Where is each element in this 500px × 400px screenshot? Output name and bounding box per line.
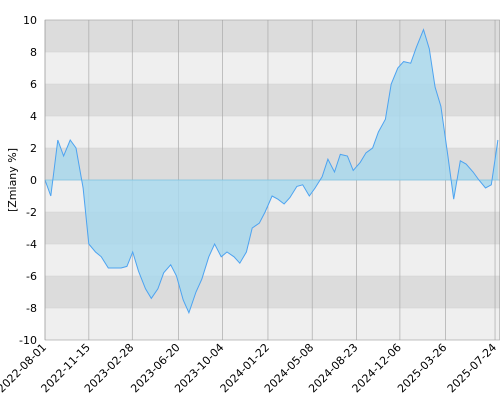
grid-band: [45, 276, 500, 308]
y-tick-label: 6: [30, 78, 37, 91]
y-tick-label: 0: [30, 174, 37, 187]
y-tick-label: 10: [23, 14, 37, 27]
y-tick-label: -10: [19, 334, 37, 347]
x-tick-label: 2025-07-24: [445, 341, 499, 395]
grid-band: [45, 308, 500, 340]
grid-band: [45, 20, 500, 52]
y-tick-label: 4: [30, 110, 37, 123]
y-tick-label: -4: [26, 238, 37, 251]
y-tick-label: 8: [30, 46, 37, 59]
line: [44, 28, 499, 315]
y-tick-label: 2: [30, 142, 37, 155]
x-tick-label: 2025-03-26: [395, 341, 449, 395]
y-tick-label: -6: [26, 270, 37, 283]
area: [45, 29, 498, 313]
y-tick-label: -2: [26, 206, 37, 219]
y-tick-label: -8: [26, 302, 37, 315]
y-axis-label: [Zmiany %]: [6, 148, 19, 212]
